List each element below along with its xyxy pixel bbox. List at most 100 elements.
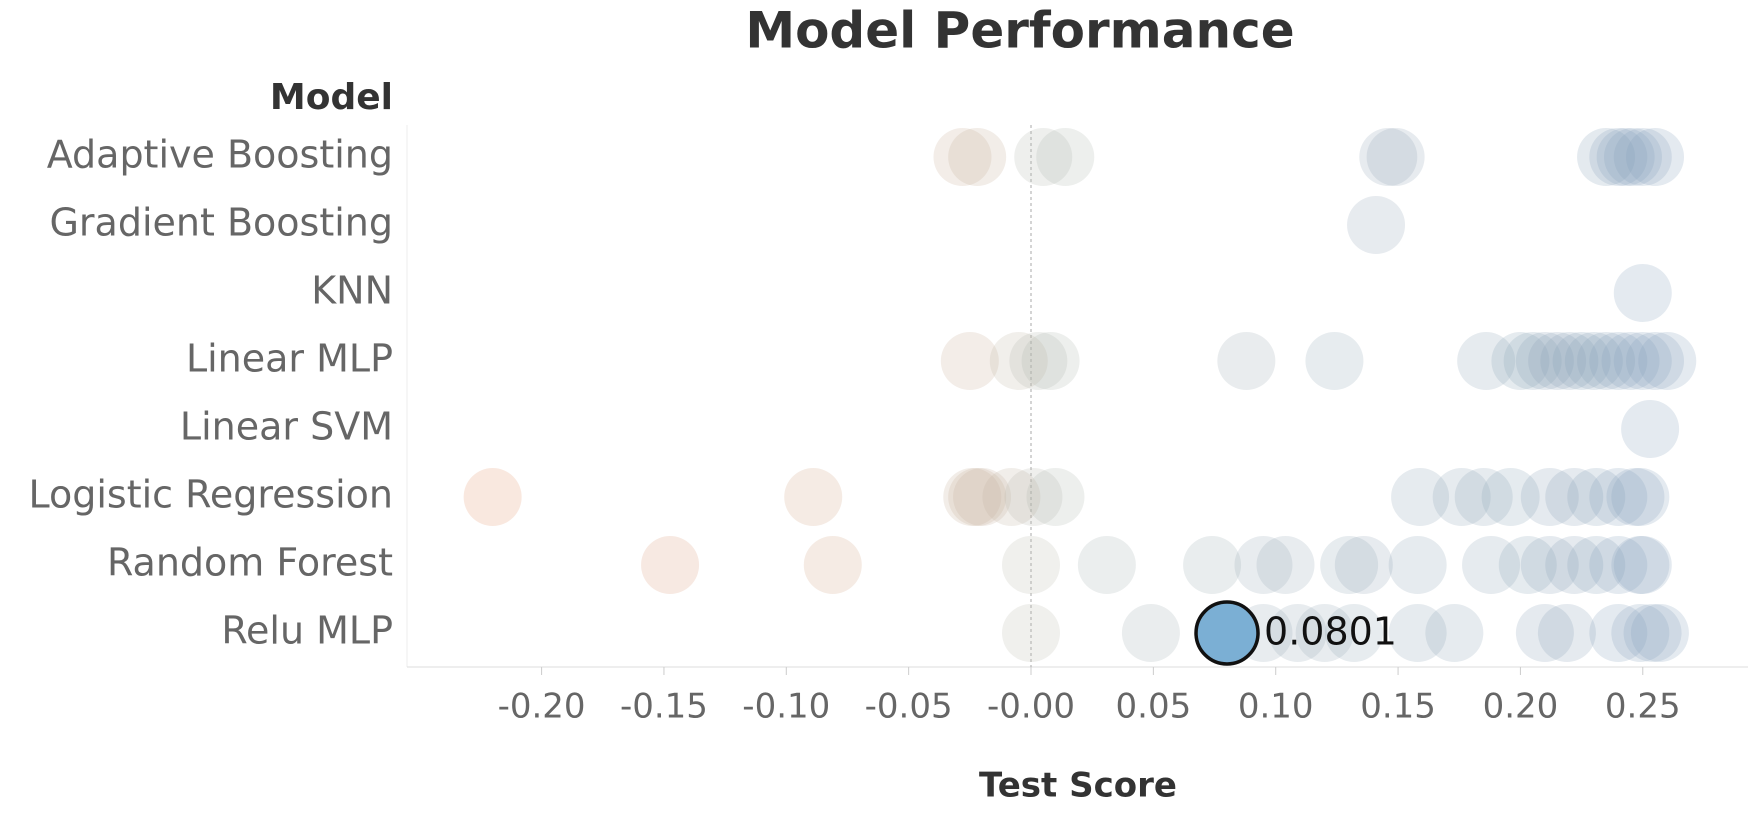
point	[1589, 332, 1648, 390]
y-header: Model	[270, 77, 393, 118]
point	[1630, 604, 1689, 662]
y-tick-label: Gradient Boosting	[49, 201, 393, 245]
point	[1626, 128, 1685, 186]
point	[1545, 468, 1604, 526]
chart-title: Model Performance	[745, 2, 1294, 60]
point	[1432, 468, 1491, 526]
point	[1004, 468, 1063, 526]
point	[1391, 468, 1450, 526]
point	[1626, 332, 1685, 390]
point	[1520, 468, 1579, 526]
point	[1457, 332, 1516, 390]
point	[982, 468, 1041, 526]
point	[1425, 604, 1484, 662]
point	[784, 468, 843, 526]
point	[1567, 536, 1626, 594]
point	[1537, 604, 1596, 662]
point	[1026, 468, 1085, 526]
point	[933, 128, 992, 186]
x-tick-label: -0.15	[620, 687, 708, 727]
point	[1491, 332, 1550, 390]
point	[641, 536, 700, 594]
point	[953, 468, 1012, 526]
point	[1002, 536, 1061, 594]
x-tick-label: 0.25	[1605, 687, 1681, 727]
point	[1021, 332, 1080, 390]
point	[1611, 468, 1670, 526]
x-tick-label: -0.10	[742, 687, 830, 727]
point	[1121, 604, 1180, 662]
point	[1613, 128, 1672, 186]
point	[1217, 332, 1276, 390]
point	[1268, 604, 1327, 662]
point	[1596, 128, 1655, 186]
point	[1611, 536, 1670, 594]
point	[1036, 128, 1095, 186]
x-tick-label: 0.15	[1360, 687, 1436, 727]
point	[1503, 332, 1562, 390]
point	[1077, 536, 1136, 594]
highlight-point	[1194, 600, 1260, 666]
point	[1256, 536, 1315, 594]
point	[463, 468, 522, 526]
highlight-label: 0.0801	[1264, 610, 1397, 654]
point	[1611, 604, 1670, 662]
point	[1589, 604, 1648, 662]
point	[1589, 536, 1648, 594]
x-axis-title: Test Score	[979, 766, 1177, 806]
y-tick-label: Random Forest	[107, 541, 393, 585]
point	[1295, 604, 1354, 662]
point	[1454, 468, 1513, 526]
point	[1613, 332, 1672, 390]
y-tick-label: Linear SVM	[180, 405, 393, 449]
point	[1515, 604, 1574, 662]
point	[1623, 604, 1682, 662]
point	[1613, 264, 1672, 322]
x-tick-label: 0.20	[1483, 687, 1559, 727]
x-tick-label: -0.20	[498, 687, 586, 727]
point	[940, 332, 999, 390]
y-tick-label: Logistic Regression	[28, 473, 393, 517]
y-tick-label: Adaptive Boosting	[47, 133, 393, 177]
point	[1589, 468, 1648, 526]
x-tick-label: 0.05	[1116, 687, 1192, 727]
point	[1498, 536, 1557, 594]
point	[1540, 332, 1599, 390]
point	[1577, 332, 1636, 390]
point	[1334, 536, 1393, 594]
point	[948, 128, 1007, 186]
point	[1603, 128, 1662, 186]
point	[1545, 536, 1604, 594]
point	[1638, 332, 1697, 390]
point	[1528, 332, 1587, 390]
point	[1564, 332, 1623, 390]
point	[1601, 332, 1660, 390]
point	[1002, 604, 1061, 662]
point	[1515, 332, 1574, 390]
point	[1183, 536, 1242, 594]
point	[1359, 128, 1418, 186]
point	[1347, 196, 1406, 254]
point	[1462, 536, 1521, 594]
y-tick-label: KNN	[311, 269, 393, 313]
point	[1009, 332, 1068, 390]
point	[1388, 604, 1447, 662]
point	[1613, 536, 1672, 594]
point	[1366, 128, 1425, 186]
point	[1621, 400, 1680, 458]
point	[1552, 332, 1611, 390]
point	[1589, 128, 1648, 186]
x-tick-label: 0.10	[1238, 687, 1314, 727]
point	[1320, 536, 1379, 594]
point	[1577, 128, 1636, 186]
y-tick-label: Linear MLP	[186, 337, 393, 381]
point	[1567, 468, 1626, 526]
point	[1520, 536, 1579, 594]
point	[943, 468, 1002, 526]
x-tick-label: -0.00	[987, 687, 1075, 727]
point	[1305, 332, 1364, 390]
point	[948, 468, 1007, 526]
y-tick-label: Relu MLP	[221, 609, 393, 653]
